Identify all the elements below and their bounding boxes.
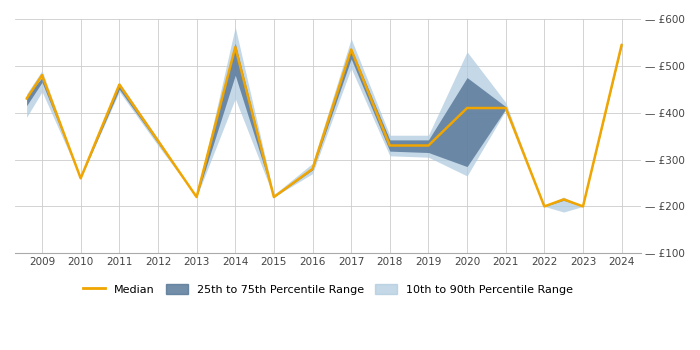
Legend: Median, 25th to 75th Percentile Range, 10th to 90th Percentile Range: Median, 25th to 75th Percentile Range, 1…: [78, 280, 578, 299]
